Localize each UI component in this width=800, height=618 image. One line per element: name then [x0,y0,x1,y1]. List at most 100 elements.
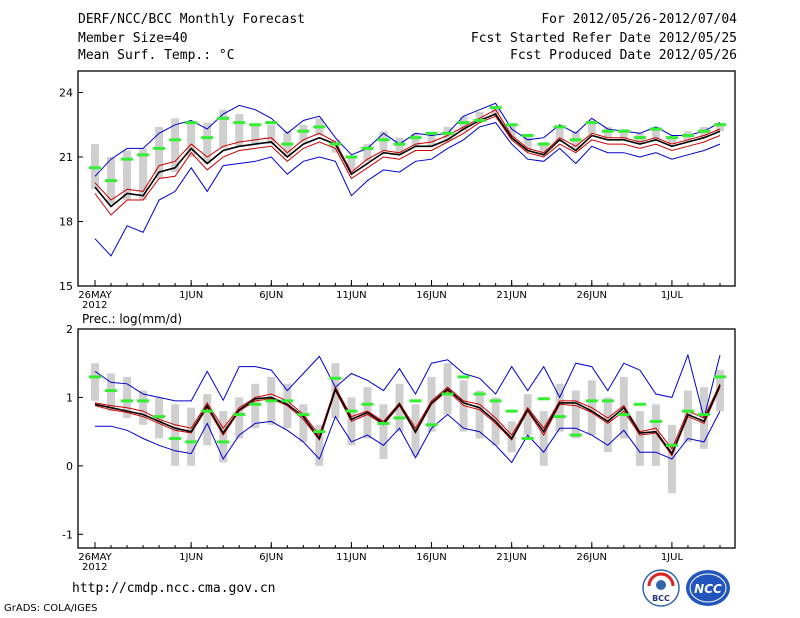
temp-spread-bar [331,139,340,153]
bcc-logo: BCC [642,569,680,607]
temp-ytick-label: 18 [59,216,73,229]
temp-climate-marker [297,129,310,133]
prec-climate-marker [665,443,678,447]
prec-climate-marker [553,415,566,419]
temp-spread-bar [187,122,196,157]
temp-spread-bar [347,157,356,170]
temp-climate-marker [377,138,390,142]
prec-spread-bar [139,390,148,425]
prec-spread-bar [635,411,644,466]
prec-xtick-label: 26MAY [78,552,112,563]
prec-spread-bar [395,383,404,432]
temp-spread-bar [155,126,164,179]
prec-series-p_high [94,383,721,450]
temp-climate-marker [489,106,502,110]
temp-spread-bar [299,124,308,142]
temp-spread-bar [491,107,500,114]
member-size: Member Size=40 [78,31,188,46]
temp-climate-marker [681,134,694,137]
prec-spread-bar [91,363,99,401]
prec-spread-bar [203,394,212,446]
prec-xtick-label: 21JUN [496,552,526,563]
prec-climate-marker [345,409,358,413]
temp-climate-marker [169,138,182,142]
temp-climate-marker [617,129,630,133]
temp-climate-marker [217,116,230,120]
temp-series-mean [94,113,721,208]
prec-xtick-label: 1JUN [179,552,203,563]
temp-spread-bar [363,144,372,162]
prec-climate-marker [714,375,726,379]
prec-chart-title: Prec.: log(mm/d) [82,312,182,326]
prec-climate-marker [633,402,646,406]
prec-climate-marker [697,413,710,417]
temp-spread-bar [427,133,436,147]
prec-xtick-label: 6JUN [259,552,283,563]
temp-climate-marker [649,127,662,131]
prec-series-mean [94,384,721,456]
temp-climate-marker [281,142,294,146]
temp-climate-marker [633,136,646,140]
prec-climate-marker [569,433,582,437]
variable-label: Mean Surf. Temp.: °C [78,48,235,63]
temp-spread-bar [555,126,564,142]
prec-climate-marker [265,399,278,403]
temp-climate-marker [457,121,470,125]
temp-climate-marker [441,131,454,135]
temp-climate-marker [585,121,598,125]
prec-series-max [94,353,721,419]
temp-spread-bar [716,122,724,132]
temp-xtick-label: 26JUN [577,290,607,301]
temp-climate-marker [425,131,438,135]
prec-spread-bar [603,397,612,453]
temp-climate-marker [665,136,678,140]
temp-series-min [94,102,721,177]
prec-spread-bar [107,373,116,412]
temp-climate-marker [89,166,101,170]
prec-climate-marker [249,402,262,406]
ncc-logo-text: NCC [694,582,722,596]
prec-climate-marker [329,376,342,380]
prec-ytick-label: -1 [62,528,73,541]
prec-climate-marker [521,437,534,440]
temp-climate-marker [105,179,118,183]
grads-credit: GrADS: COLA/IGES [4,603,98,614]
prec-spread-bar [251,383,260,429]
prec-climate-marker [489,399,502,403]
prec-xtick-label: 26JUN [577,552,607,563]
source-url[interactable]: http://cmdp.ncc.cma.gov.cn [72,581,276,596]
prec-xtick-label: 16JUN [416,552,446,563]
prec-climate-marker [185,440,198,444]
temp-xtick-label: 1JUN [179,290,203,301]
temp-xtick-label: 1JUL [661,290,684,301]
prec-spread-bar [379,404,388,460]
prec-spread-bar [235,397,244,439]
temp-spread-bar [475,111,484,123]
prec-spread-bar [187,407,196,466]
temp-spread-bar [267,124,276,145]
prec-climate-marker [617,413,630,417]
prec-ytick-label: 0 [66,460,73,473]
prec-year-label: 2012 [82,562,107,573]
temp-climate-marker [697,129,710,133]
temp-climate-marker [153,146,166,150]
fcst-started-date: Fcst Started Refer Date 2012/05/25 [470,31,737,46]
prec-spread-bar [475,390,484,439]
prec-xtick-label: 1JUL [661,552,684,563]
temp-ytick-label: 21 [59,151,73,164]
chart-title: DERF/NCC/BCC Monthly Forecast [78,12,305,27]
temp-ytick-label: 15 [59,280,73,293]
temp-spread-bar [507,124,516,138]
prec-spread-bar [171,404,180,466]
prec-spread-bar [315,424,324,466]
prec-climate-marker [505,409,518,413]
prec-climate-marker [377,421,390,425]
prec-spread-bar [571,390,580,439]
prec-spread-bar [507,421,516,453]
temp-series-p_high [94,115,721,216]
temp-climate-marker [361,146,374,150]
prec-spread-bar [716,370,724,412]
temp-climate-marker [249,123,262,127]
temp-climate-marker [553,125,566,129]
